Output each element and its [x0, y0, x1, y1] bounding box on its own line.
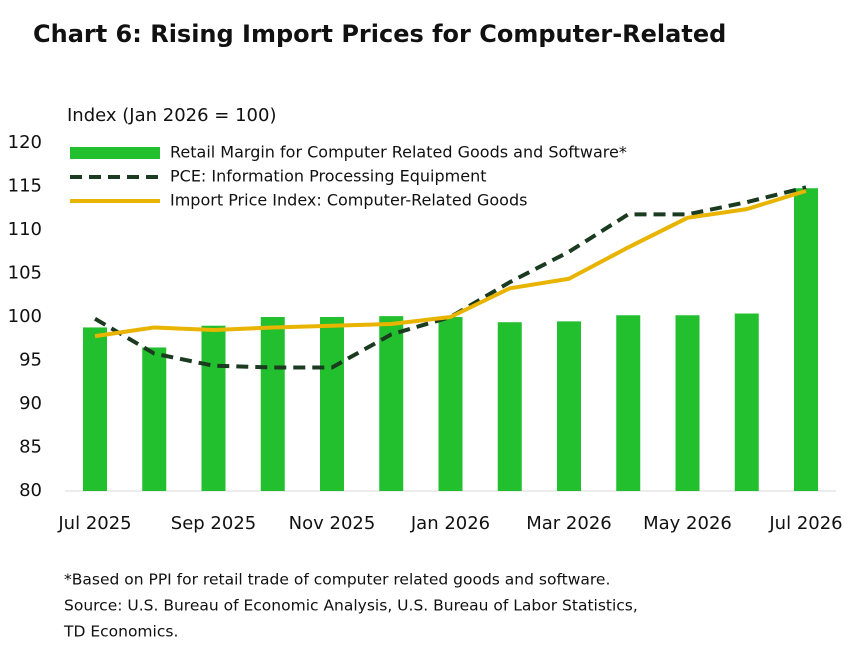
x-tick-label: Jul 2025 — [57, 513, 131, 534]
bar — [438, 317, 463, 491]
x-tick-label: Sep 2025 — [171, 513, 256, 534]
bar — [497, 322, 522, 491]
bar — [142, 347, 167, 491]
bar — [83, 327, 107, 491]
bar — [201, 325, 226, 491]
y-tick-label: 100 — [8, 306, 42, 327]
y-tick-label: 85 — [19, 437, 42, 458]
footnote: TD Economics. — [63, 623, 178, 641]
y-tick-label: 95 — [19, 350, 42, 371]
bar — [260, 317, 285, 491]
bar — [675, 315, 700, 491]
x-tick-label: Jan 2026 — [410, 513, 490, 534]
y-tick-label: 110 — [8, 219, 42, 240]
y-tick-label: 115 — [8, 176, 42, 197]
legend-label: PCE: Information Processing Equipment — [170, 167, 486, 186]
x-tick-label: Nov 2025 — [289, 513, 376, 534]
bar — [379, 316, 404, 491]
legend-label: Retail Margin for Computer Related Goods… — [170, 143, 627, 162]
x-tick-label: May 2026 — [643, 513, 732, 534]
x-tick-label: Mar 2026 — [526, 513, 612, 534]
bar — [557, 321, 581, 491]
legend-label: Import Price Index: Computer-Related Goo… — [170, 191, 527, 210]
bar — [794, 188, 818, 492]
y-axis-label: Index (Jan 2026 = 100) — [67, 105, 276, 126]
bar — [616, 315, 641, 491]
y-tick-label: 90 — [19, 393, 42, 414]
chart-title: Chart 6: Rising Import Prices for Comput… — [33, 20, 726, 48]
y-tick-label: 105 — [8, 263, 42, 284]
line — [94, 188, 807, 339]
x-tick-label: Jul 2026 — [768, 513, 842, 534]
bar — [734, 313, 759, 491]
y-tick-label: 120 — [8, 132, 42, 153]
y-tick-label: 80 — [19, 480, 42, 501]
legend-swatch — [70, 147, 160, 159]
footnote: Source: U.S. Bureau of Economic Analysis… — [64, 597, 638, 615]
bar — [320, 317, 344, 491]
footnote: *Based on PPI for retail trade of comput… — [64, 571, 610, 589]
